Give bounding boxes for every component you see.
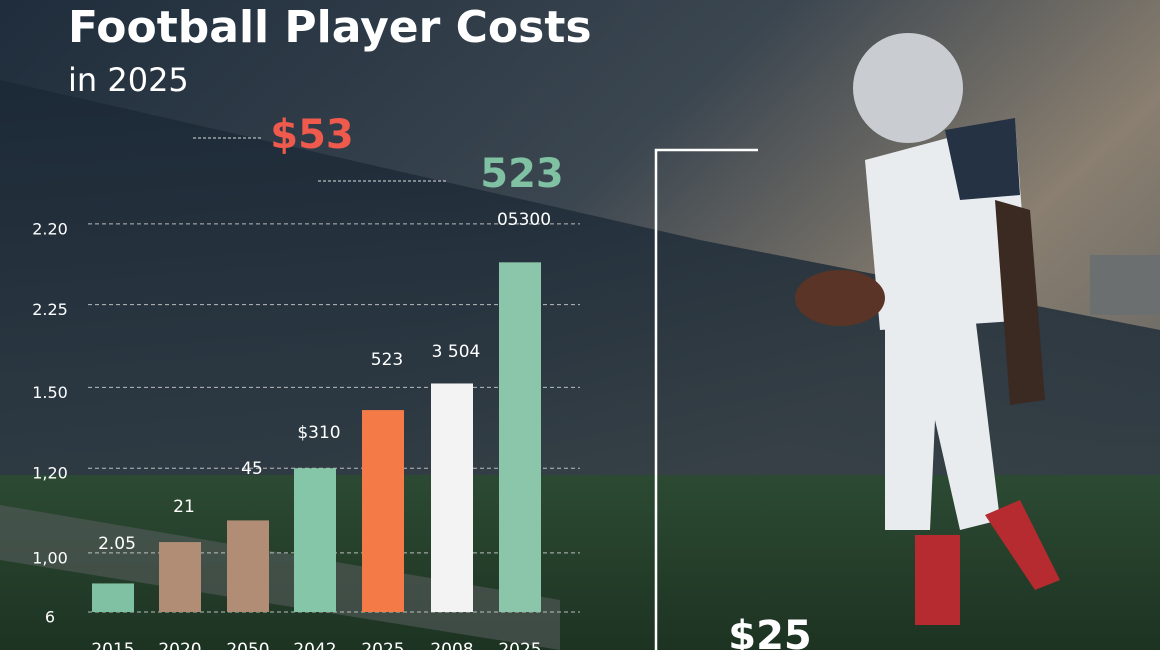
sideline: [0, 505, 560, 650]
y-tick-label: 2.20: [32, 219, 68, 238]
bar: [227, 520, 269, 612]
x-tick-label: 2050: [226, 640, 269, 650]
y-tick-label: 6: [45, 608, 55, 627]
bar-label: $310: [297, 423, 340, 443]
x-tick-label: 2025: [361, 640, 404, 650]
annotation: 523: [480, 151, 564, 197]
bar: [92, 583, 134, 612]
player: [795, 33, 1060, 625]
x-tick-label: 2020: [158, 640, 201, 650]
chart-title: Football Player Costs: [68, 2, 592, 53]
y-tick-label: 1.50: [32, 383, 68, 402]
y-tick-label: 1,00: [32, 548, 68, 567]
bar-label: 45: [241, 459, 263, 479]
y-tick-label: 1,20: [32, 464, 68, 483]
bar: [362, 410, 404, 612]
annotation: $53: [270, 112, 354, 158]
scoreboard: [1090, 255, 1160, 315]
x-tick-label: 2042: [293, 640, 336, 650]
x-tick-label: 2025: [498, 640, 541, 650]
x-tick-label: 2015: [91, 640, 134, 650]
bar-label: 2.05: [98, 534, 136, 554]
y-tick-label: 2.25: [32, 300, 68, 319]
bar: [159, 542, 201, 612]
bar-label: 21: [173, 497, 195, 517]
bar-label: 05300: [497, 210, 551, 230]
chart-subtitle: in 2025: [68, 61, 189, 99]
annotation: $25: [728, 613, 812, 650]
bracket: [654, 148, 758, 650]
stadium-stands: [0, 80, 1160, 480]
bar: [294, 468, 336, 612]
bar: [431, 383, 473, 612]
bar: [499, 262, 541, 612]
bar-label: 523: [371, 350, 403, 370]
bar-label: 3 504: [432, 342, 481, 362]
x-tick-label: 2008: [430, 640, 473, 650]
